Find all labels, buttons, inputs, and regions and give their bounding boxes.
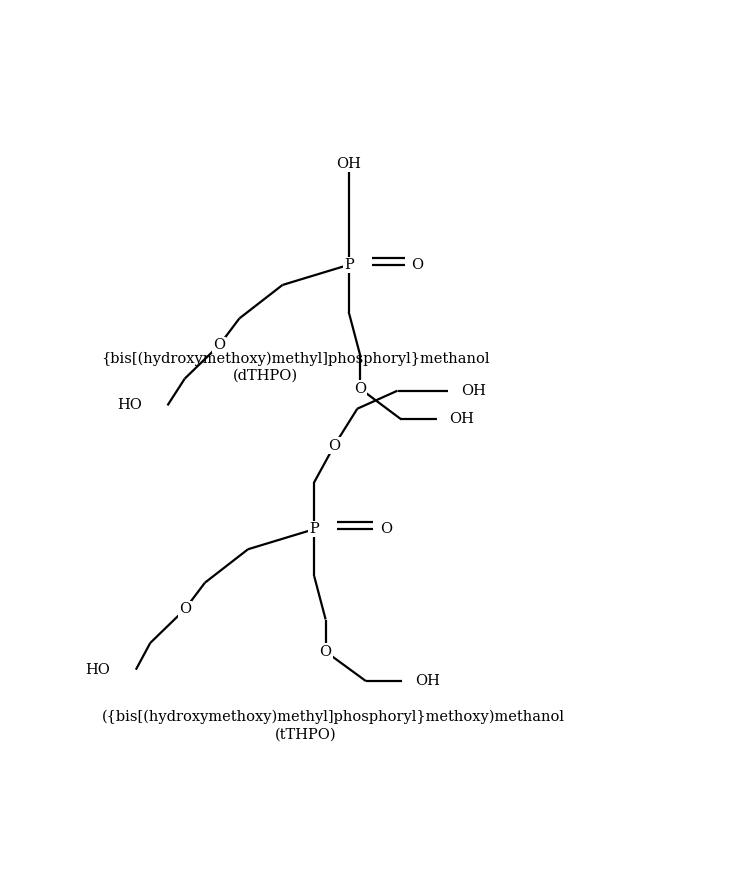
Text: HO: HO xyxy=(116,398,142,413)
Text: O: O xyxy=(320,645,332,659)
Text: OH: OH xyxy=(415,674,440,688)
Text: O: O xyxy=(354,381,367,395)
Text: HO: HO xyxy=(85,663,110,677)
Text: OH: OH xyxy=(461,384,486,398)
Text: O: O xyxy=(412,258,424,272)
Text: OH: OH xyxy=(336,157,361,171)
Text: P: P xyxy=(309,522,319,536)
Text: O: O xyxy=(380,522,392,536)
Text: O: O xyxy=(328,439,341,453)
Text: O: O xyxy=(179,602,191,616)
Text: O: O xyxy=(213,338,226,352)
Text: ({bis[(hydroxymethoxy)methyl]phosphoryl}methoxy)methanol: ({bis[(hydroxymethoxy)methyl]phosphoryl}… xyxy=(102,709,565,724)
Text: P: P xyxy=(344,258,353,272)
Text: (tTHPO): (tTHPO) xyxy=(275,727,336,741)
Text: OH: OH xyxy=(450,412,474,426)
Text: {bis[(hydroxymethoxy)methyl]phosphoryl}methanol: {bis[(hydroxymethoxy)methyl]phosphoryl}m… xyxy=(102,351,490,366)
Text: (dTHPO): (dTHPO) xyxy=(233,368,298,382)
